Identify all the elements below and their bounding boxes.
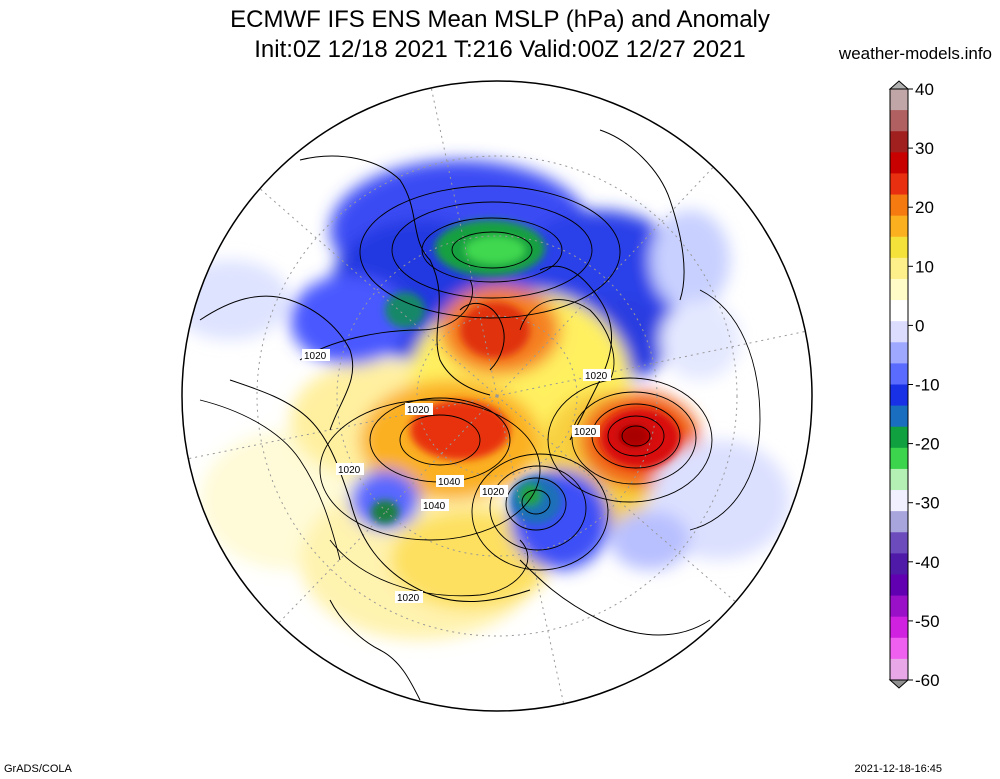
contour-label: 1020 xyxy=(395,591,423,604)
colorbar-segment xyxy=(890,574,908,597)
contour-label: 1040 xyxy=(421,499,449,512)
colorbar-tick-label: -50 xyxy=(915,612,940,631)
colorbar-tick-label: 40 xyxy=(915,80,934,99)
svg-text:1020: 1020 xyxy=(304,351,327,362)
colorbar-tick-label: -20 xyxy=(915,435,940,454)
svg-text:1020: 1020 xyxy=(338,465,361,476)
software-credit: GrADS/COLA xyxy=(4,763,72,775)
colorbar-tick-label: -40 xyxy=(915,553,940,572)
colorbar-segment xyxy=(890,468,908,491)
colorbar-tick-label: 20 xyxy=(915,198,934,217)
colorbar-segment xyxy=(890,616,908,639)
colorbar-segment xyxy=(890,447,908,470)
colorbar-segment xyxy=(890,321,908,343)
colorbar-segment xyxy=(890,595,908,618)
colorbar-top-arrow xyxy=(888,80,910,90)
contour-label: 1020 xyxy=(302,349,330,362)
colorbar-segment xyxy=(890,658,908,681)
svg-text:1020: 1020 xyxy=(407,405,430,416)
colorbar-segment xyxy=(890,511,908,533)
colorbar-tick-label: 10 xyxy=(915,257,934,276)
colorbar-segment xyxy=(890,215,908,238)
svg-text:1020: 1020 xyxy=(397,593,420,604)
svg-text:1020: 1020 xyxy=(482,487,505,498)
colorbar-segment xyxy=(890,110,908,132)
svg-text:1040: 1040 xyxy=(423,501,446,512)
colorbar-segment xyxy=(890,152,908,174)
coastlines xyxy=(199,129,711,701)
contour-label: 1020 xyxy=(336,463,364,476)
map-disc: 1020 1020 1020 1020 1020 1040 1040 1020 … xyxy=(182,81,812,711)
colorbar-ticks: 40 30 20 10 0 -10 -20 -30 -40 -50 -60 xyxy=(908,80,940,690)
svg-text:1020: 1020 xyxy=(585,371,608,382)
colorbar-segment xyxy=(890,426,908,449)
map-title-line1: ECMWF IFS ENS Mean MSLP (hPa) and Anomal… xyxy=(230,6,770,33)
colorbar-segment xyxy=(890,131,908,153)
colorbar-segment xyxy=(890,553,908,575)
svg-text:1040: 1040 xyxy=(438,477,461,488)
colorbar-segment xyxy=(890,342,908,364)
colorbar-segment xyxy=(890,89,908,111)
colorbar-segment xyxy=(890,363,908,385)
colorbar-tick-label: 0 xyxy=(915,316,924,335)
site-credit: weather-models.info xyxy=(838,44,992,63)
colorbar-segment xyxy=(890,278,908,301)
colorbar-segment xyxy=(890,300,908,322)
colorbar-segment xyxy=(890,236,908,259)
colorbar-segment xyxy=(890,637,908,660)
colorbar-segment xyxy=(890,490,908,512)
contour-labels: 1020 1020 1020 1020 1020 1040 1040 1020 … xyxy=(302,349,611,604)
colorbar-tick-label: -30 xyxy=(915,494,940,513)
colorbar-tick-label: -10 xyxy=(915,376,940,395)
contour-label: 1020 xyxy=(480,485,508,498)
colorbar-bottom-arrow xyxy=(888,679,910,689)
isobars xyxy=(199,185,761,597)
graticule xyxy=(182,81,812,711)
contour-label: 1020 xyxy=(572,425,600,438)
colorbar-tick-label: -60 xyxy=(915,671,940,690)
colorbar-segment xyxy=(890,257,908,280)
contour-label: 1020 xyxy=(583,369,611,382)
contour-label: 1040 xyxy=(436,475,464,488)
colorbar-segments xyxy=(890,89,908,681)
colorbar-segment xyxy=(890,405,908,428)
colorbar: 40 30 20 10 0 -10 -20 -30 -40 -50 -60 xyxy=(888,80,940,690)
colorbar-segment xyxy=(890,194,908,217)
contour-label: 1020 xyxy=(405,403,433,416)
map-boundary xyxy=(181,80,813,712)
timestamp: 2021-12-18-16:45 xyxy=(854,763,942,775)
svg-text:1020: 1020 xyxy=(574,427,597,438)
colorbar-tick-label: 30 xyxy=(915,139,934,158)
colorbar-segment xyxy=(890,173,908,196)
colorbar-segment xyxy=(890,384,908,407)
colorbar-segment xyxy=(890,532,908,554)
map-title-line2: Init:0Z 12/18 2021 T:216 Valid:00Z 12/27… xyxy=(254,36,746,63)
